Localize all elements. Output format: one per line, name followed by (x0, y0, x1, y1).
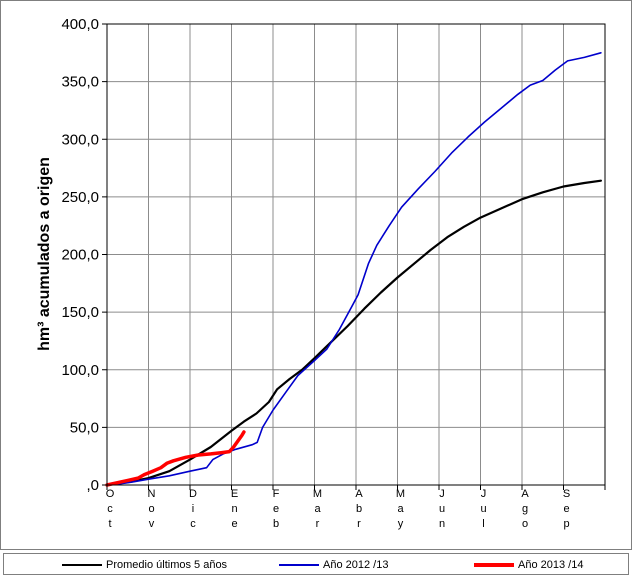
y-tick-label: ,0 (86, 477, 99, 494)
y-tick-label: 200,0 (61, 247, 99, 264)
legend: Promedio últimos 5 años Año 2012 /13 Año 2… (3, 553, 629, 575)
legend-item-0: Promedio últimos 5 años (62, 558, 227, 572)
y-tick-label: 250,0 (61, 189, 99, 206)
y-axis-label: hm³ acumulados a origen (36, 157, 53, 351)
x-tick-label: AgoA g o (521, 488, 529, 530)
y-tick-label: 150,0 (61, 304, 99, 321)
x-tick-label: MarM a r (313, 488, 322, 530)
series-line-2 (105, 430, 246, 487)
series-line-0 (105, 179, 602, 487)
legend-swatch (279, 564, 319, 566)
line-chart: ,0 50,0 100,0 150,0 200,0 250,0 300,0 350,0 400,… (36, 16, 606, 530)
legend-item-2: Año 2013 /14 (474, 558, 583, 572)
x-tick-label: JulJ u l (480, 488, 486, 530)
y-axis: ,0 50,0 100,0 150,0 200,0 250,0 300,0 350,0 400,… (61, 16, 107, 494)
series-line-1 (106, 52, 602, 486)
legend-label: Promedio últimos 5 años (106, 559, 228, 571)
chart-frame (0, 0, 632, 550)
x-tick-label: AbrA b r (355, 488, 363, 530)
x-tick-label: NovN o v (148, 488, 156, 530)
y-tick-label: 350,0 (61, 74, 99, 91)
y-tick-label: 50,0 (70, 419, 99, 436)
legend-swatch (62, 564, 102, 566)
x-tick-label: OctO c t (106, 488, 115, 530)
grid (107, 23, 605, 486)
y-tick-label: 400,0 (61, 16, 99, 33)
legend-label: Año 2013 /14 (518, 559, 584, 571)
x-tick-label: FebF e b (273, 488, 280, 530)
legend-item-1: Año 2012 /13 (279, 558, 388, 572)
series-layer (105, 52, 602, 487)
legend-label: Año 2012 /13 (323, 559, 389, 571)
x-tick-label: MayM a y (396, 488, 405, 530)
x-axis: OctO c t NovN o v DicD i c EneE n e FebF e b MarM a r AbrA… (106, 485, 606, 530)
x-tick-label: DicD i c (189, 488, 197, 530)
y-tick-label: 100,0 (61, 362, 99, 379)
x-tick-label: SepS e p (563, 488, 570, 530)
legend-swatch (474, 563, 514, 567)
y-tick-label: 300,0 (61, 131, 99, 148)
x-tick-label: EneE n e (231, 488, 238, 530)
